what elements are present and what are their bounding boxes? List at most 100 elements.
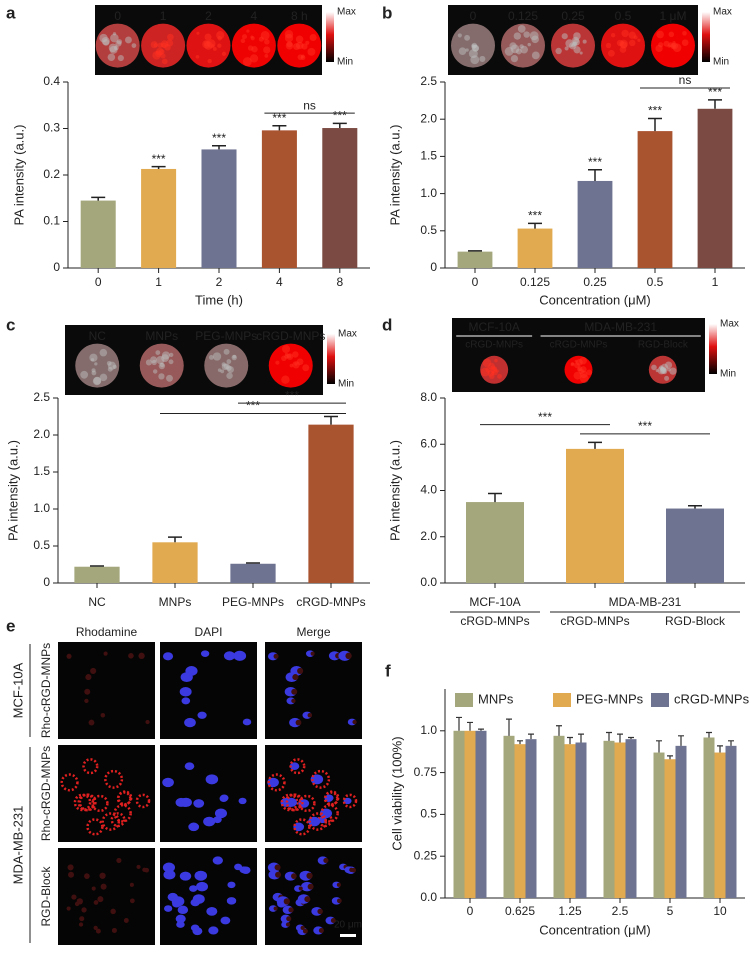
texture [221,51,227,57]
texture [107,366,113,372]
error-bar [708,99,722,109]
texture [292,351,299,358]
image-label: cRGD-MNPs [550,340,608,351]
rhodamine [273,906,278,911]
rhodamine [100,712,106,718]
texture [497,373,502,379]
texture [457,33,462,38]
texture [226,365,232,371]
texture [246,29,250,33]
nucleus [163,869,176,880]
rhodamine [84,688,91,695]
image-label: 1 μM [660,9,687,23]
image-label: cRGD-MNPs [465,340,523,351]
texture [289,363,294,368]
error-bar [678,735,684,746]
texture [579,373,589,383]
rhodamine [136,864,141,869]
y-tick-label: 1.5 [420,149,437,163]
legend-swatch [553,693,571,707]
x-tick-label: 0 [95,275,102,289]
rhodamine [288,907,294,913]
rhodamine [291,688,298,695]
texture [250,36,255,41]
rhodamine [91,794,109,813]
texture [284,33,294,43]
nucleus [180,797,192,807]
rhodamine [289,758,306,775]
error-bar [648,117,662,132]
texture [247,45,254,51]
texture [297,54,304,60]
rhodamine [86,818,104,836]
nucleus [162,652,174,661]
colorbar [326,12,334,62]
bar [80,200,116,268]
group-label: MDA-MB-231 [609,595,682,609]
texture [668,31,675,38]
y-tick-label: 0.5 [420,223,437,237]
y-tick-label: 0.25 [414,848,438,862]
x-axis-label: Concentration (μM) [539,922,651,937]
texture [479,55,486,62]
texture [242,57,252,67]
texture [92,377,102,386]
bracket-label: ns [679,73,692,87]
texture [286,41,293,48]
panel-letter: c [6,315,15,334]
panel-letter: e [6,616,15,635]
texture [106,360,112,366]
error-bar [528,222,542,229]
nucleus [226,897,237,905]
row-group-label: MCF-10A [10,662,25,718]
texture [579,51,583,55]
nucleus [179,687,192,697]
x-tick-label: RGD-Block [665,614,726,628]
x-tick-label: cRGD-MNPs [460,614,529,628]
rhodamine [90,667,97,674]
x-tick-label: 1 [712,275,719,289]
rhodamine [298,886,303,891]
texture [242,34,248,40]
texture [108,43,118,53]
bar [575,742,587,898]
rhodamine [110,908,116,915]
rhodamine [317,908,323,915]
image-label: 0.125 [508,9,538,23]
bar [308,424,354,583]
texture [490,365,496,370]
texture [659,365,664,370]
error-bar [656,740,662,753]
texture [208,355,214,360]
error-bar [617,733,623,743]
rhodamine [111,927,117,934]
x-tick-label: PEG-MNPs [222,595,284,609]
error-bar [91,196,106,201]
error-bar [506,718,512,736]
texture [470,55,480,65]
texture [610,32,616,38]
bar [453,730,465,898]
nucleus [324,794,334,802]
nucleus [220,916,231,925]
rhodamine [349,867,354,873]
y-tick-label: 4.0 [420,483,437,497]
nucleus [208,926,219,935]
error-bar [468,250,482,252]
texture [217,368,222,372]
error-bar [528,733,534,740]
rhodamine [267,773,286,792]
texture [296,358,304,366]
texture [281,375,290,384]
nucleus [200,650,210,657]
column-header: Merge [296,625,330,639]
rhodamine [292,674,299,681]
nucleus [180,672,193,683]
bar [74,566,120,583]
x-axis-label: Concentration (μM) [539,292,651,307]
rhodamine [336,898,342,904]
rhodamine [323,857,329,864]
nucleus [190,924,200,932]
texture [150,41,158,49]
x-tick-label: cRGD-MNPs [560,614,629,628]
